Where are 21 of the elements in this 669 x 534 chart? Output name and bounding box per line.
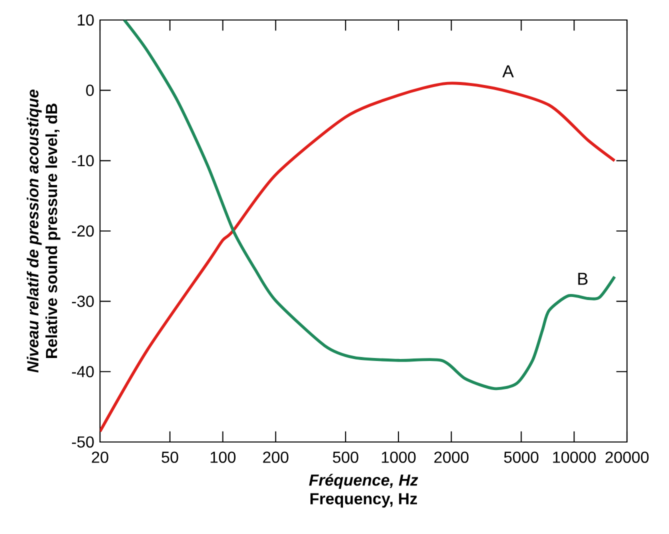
- series-label: B: [578, 272, 588, 285]
- y-tick-label: 10: [78, 14, 94, 26]
- y-tick-label: -50: [72, 436, 94, 448]
- x-tick-label: 2000: [434, 452, 469, 463]
- y-tick-label: -40: [72, 366, 94, 378]
- y-tick-label: -10: [72, 155, 94, 166]
- x-tick-label: 1000: [382, 452, 416, 463]
- series-label: A: [502, 65, 514, 78]
- y-tick-label: -30: [72, 296, 94, 307]
- x-axis-title: Fréquence, Hz Frequency, Hz: [309, 474, 418, 508]
- x-tick-label: 20000: [606, 452, 649, 463]
- x-tick-label: 10000: [553, 452, 596, 463]
- y-axis-title: Niveau relatif de pression acoustique Relative sound pressure level, dB: [26, 90, 60, 373]
- x-tick-label: 100: [210, 452, 236, 463]
- x-tick-label: 5000: [504, 452, 538, 463]
- x-tick-label: 50: [162, 452, 178, 463]
- x-tick-label: 200: [263, 452, 288, 463]
- y-tick-label: 0: [86, 84, 94, 96]
- x-tick-label: 20: [92, 452, 108, 463]
- y-tick-label: -20: [72, 225, 94, 237]
- x-tick-label: 500: [332, 452, 358, 463]
